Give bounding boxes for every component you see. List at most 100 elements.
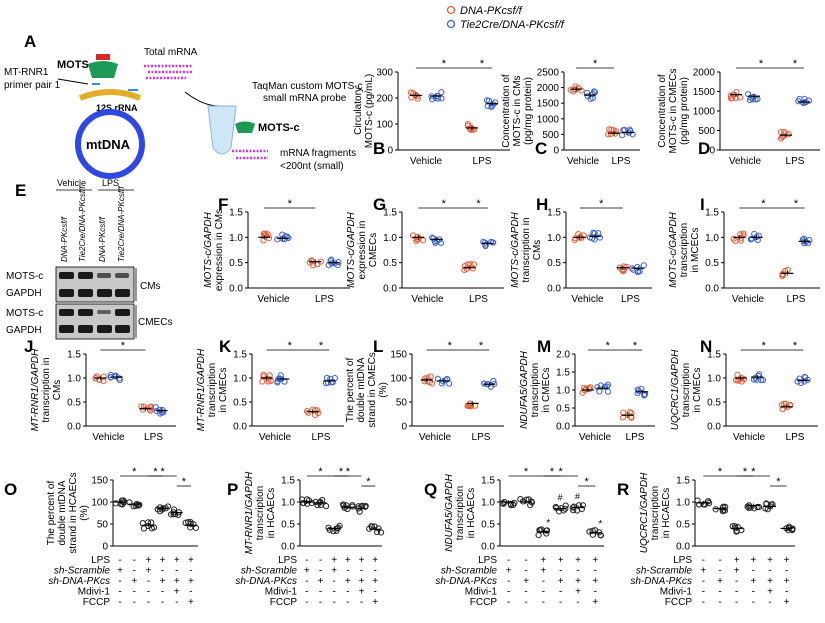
- factor-sign: -: [507, 587, 510, 598]
- data-point: [734, 371, 741, 378]
- y-tick-label: 1.5: [547, 208, 561, 219]
- sig-marker: *: [480, 58, 485, 70]
- factor-sign: -: [319, 597, 322, 608]
- factor-sign: +: [523, 576, 529, 587]
- x-tick-label: Vehicle: [410, 156, 443, 167]
- y-tick-label: 1.0: [705, 233, 719, 244]
- panel-label-r: R: [617, 480, 629, 499]
- y-tick-label: 0.0: [547, 284, 561, 295]
- chart-panel-d: D 0 500 1000 1500 2000 Concentration of MOTS-c …: [657, 58, 820, 167]
- y-tick-label: 1.5: [707, 350, 721, 361]
- factor-sign: +: [174, 555, 180, 566]
- blot-lane-4: Tie2Cre/DNA-PKcsf/f: [117, 186, 126, 262]
- probe-label-2: small mRNA probe: [263, 93, 347, 104]
- data-point: [185, 518, 192, 526]
- y-tick-label: 2.0: [556, 350, 570, 361]
- data-point: [284, 233, 291, 240]
- primer-mark-icon: [92, 83, 138, 91]
- factor-sign: -: [576, 597, 579, 608]
- y-axis-label: expression in CMs: [214, 209, 225, 291]
- factor-sign: -: [118, 555, 121, 566]
- data-point: [159, 409, 167, 416]
- factor-sign: -: [305, 555, 308, 566]
- y-axis-label: transcription: [650, 486, 661, 540]
- data-point: [152, 404, 159, 411]
- panel-label-a: A: [24, 32, 36, 51]
- band: [97, 289, 112, 297]
- y-axis-label: in HCAECs: [266, 488, 277, 539]
- data-point: [579, 502, 586, 509]
- y-tick-label: 0.5: [383, 258, 397, 269]
- y-tick-label: 0.0: [481, 542, 495, 553]
- factor-sign: -: [305, 597, 308, 608]
- factor-sign: +: [734, 566, 740, 577]
- data-point: [695, 501, 703, 508]
- sig-marker: *: [718, 466, 723, 478]
- x-tick-label: Vehicle: [257, 294, 290, 305]
- factor-row-label: FCCP: [470, 597, 498, 608]
- chart-panel-n: N 0.0 0.5 1.0 1.5 UQCRC1/GAPDH transcription in…: [670, 337, 818, 443]
- y-tick-label: 1.5: [676, 476, 690, 487]
- data-point: [492, 99, 499, 106]
- blot-lane-3: DNA-PKcsf/f: [98, 216, 107, 262]
- y-axis-label: Circulatory: [353, 87, 364, 135]
- y-tick-label: 1.0: [233, 374, 247, 385]
- factor-sign: -: [718, 555, 721, 566]
- data-point: [734, 523, 741, 531]
- data-point: [414, 95, 421, 102]
- factor-sign: -: [319, 587, 322, 598]
- factor-row-label: LPS: [278, 555, 297, 566]
- sig-marker: *: [319, 340, 324, 352]
- data-point: [470, 261, 478, 268]
- y-tick-label: 0.5: [707, 398, 721, 409]
- sig-marker: *: [762, 340, 767, 352]
- panel-label-j: J: [24, 337, 33, 356]
- data-point: [535, 532, 542, 539]
- data-point: [265, 378, 272, 385]
- x-tick-label: LPS: [612, 156, 631, 167]
- panel-label-b: B: [373, 139, 385, 158]
- factor-sign: -: [346, 587, 349, 598]
- factor-sign: -: [305, 587, 308, 598]
- y-tick-label: 0: [553, 146, 559, 157]
- factor-sign: -: [576, 566, 579, 577]
- panel-label-q: Q: [424, 480, 437, 499]
- data-point: [640, 262, 647, 269]
- data-point: [328, 260, 335, 267]
- sig-marker: *: [743, 466, 748, 478]
- blot-group-cms: CMs: [140, 281, 161, 292]
- y-axis-label: MT-RNR1/GAPDH: [30, 348, 41, 431]
- band: [59, 272, 74, 279]
- chart-panel-l: L 0 50 100 150 The percent of double mtDNA stra…: [345, 337, 504, 443]
- factor-row-label: sh-Scramble: [241, 566, 298, 577]
- sig-marker: *: [448, 340, 453, 352]
- sig-marker: *: [153, 466, 158, 478]
- y-axis-label: transcription in: [41, 357, 52, 422]
- y-tick-label: 0.5: [229, 258, 243, 269]
- factor-sign: -: [524, 587, 527, 598]
- chart-panel-p: P 0.0 0.5 1.0 1.5 MT-RNR1/GAPDH transcription i…: [227, 466, 385, 608]
- factor-sign: +: [359, 576, 365, 587]
- factor-sign: +: [372, 555, 378, 566]
- factor-row-label: FCCP: [83, 597, 111, 608]
- sig-marker: *: [585, 476, 590, 488]
- y-axis-label: transcription in: [521, 217, 532, 282]
- y-tick-label: 2000: [537, 83, 560, 94]
- factor-sign: -: [507, 555, 510, 566]
- x-tick-label: LPS: [786, 156, 805, 167]
- tube-mots-c-label: MOTS-c: [258, 122, 300, 134]
- sig-marker: *: [132, 466, 137, 478]
- factor-sign: +: [750, 555, 756, 566]
- factor-sign: +: [506, 566, 512, 577]
- data-point: [146, 406, 153, 413]
- y-tick-label: 0.5: [481, 520, 495, 531]
- chart-panel-o: O 0 50 100 150 The percent of double mtDNA stra…: [4, 466, 200, 608]
- factor-sign: -: [161, 587, 164, 598]
- sig-marker: *: [442, 58, 447, 70]
- data-point: [805, 97, 812, 104]
- blot-row-3: MOTS-c: [6, 308, 43, 319]
- y-tick-label: 1000: [537, 114, 560, 125]
- factor-sign: -: [524, 566, 527, 577]
- data-point: [148, 519, 155, 526]
- y-tick-label: 100: [376, 120, 393, 131]
